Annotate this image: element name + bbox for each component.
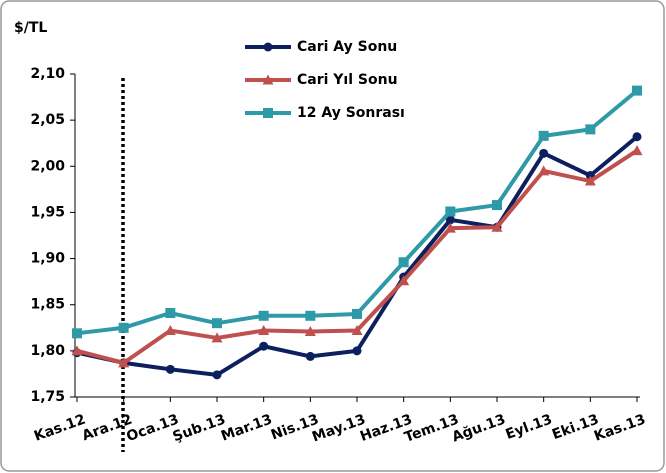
point — [165, 364, 175, 374]
point — [165, 308, 176, 319]
point — [584, 175, 596, 186]
point — [351, 325, 363, 336]
point — [445, 206, 456, 217]
y-tick-label: 1,85 — [30, 297, 65, 313]
y-tick-label: 1,80 — [30, 343, 65, 359]
point — [492, 200, 502, 211]
point — [212, 370, 222, 380]
point — [444, 222, 456, 233]
point — [352, 346, 362, 356]
legend-marker — [263, 42, 273, 52]
point — [631, 145, 643, 156]
point — [305, 351, 315, 361]
legend-marker — [262, 74, 274, 85]
point — [164, 325, 176, 336]
y-tick-label: 2,05 — [30, 112, 65, 128]
point — [72, 328, 82, 339]
point — [211, 332, 223, 343]
point — [491, 221, 503, 232]
point — [212, 318, 222, 329]
y-tick-label: 1,90 — [30, 251, 65, 267]
point — [538, 165, 550, 176]
y-tick-label: 2,10 — [30, 66, 65, 82]
point — [538, 130, 549, 141]
y-tick-label: 1,75 — [30, 389, 65, 405]
point — [539, 148, 549, 158]
point — [118, 322, 129, 333]
legend-label: Cari Ay Sonu — [297, 39, 397, 55]
y-axis-label: $/TL — [14, 20, 47, 36]
point — [585, 124, 596, 135]
point — [632, 132, 642, 142]
point — [71, 345, 83, 356]
point — [352, 308, 362, 319]
point — [258, 310, 269, 321]
point — [118, 357, 130, 368]
point — [304, 325, 316, 336]
y-tick-label: 1,95 — [30, 204, 65, 220]
legend-marker — [263, 108, 273, 118]
point — [259, 341, 269, 351]
point — [305, 310, 316, 321]
legend-label: Cari Yıl Sonu — [297, 72, 398, 88]
y-tick-label: 2,00 — [30, 158, 65, 174]
point — [258, 325, 270, 336]
legend-label: 12 Ay Sonrası — [297, 105, 405, 121]
point — [445, 215, 455, 225]
point — [398, 275, 410, 286]
point — [632, 85, 642, 96]
point — [398, 257, 409, 268]
